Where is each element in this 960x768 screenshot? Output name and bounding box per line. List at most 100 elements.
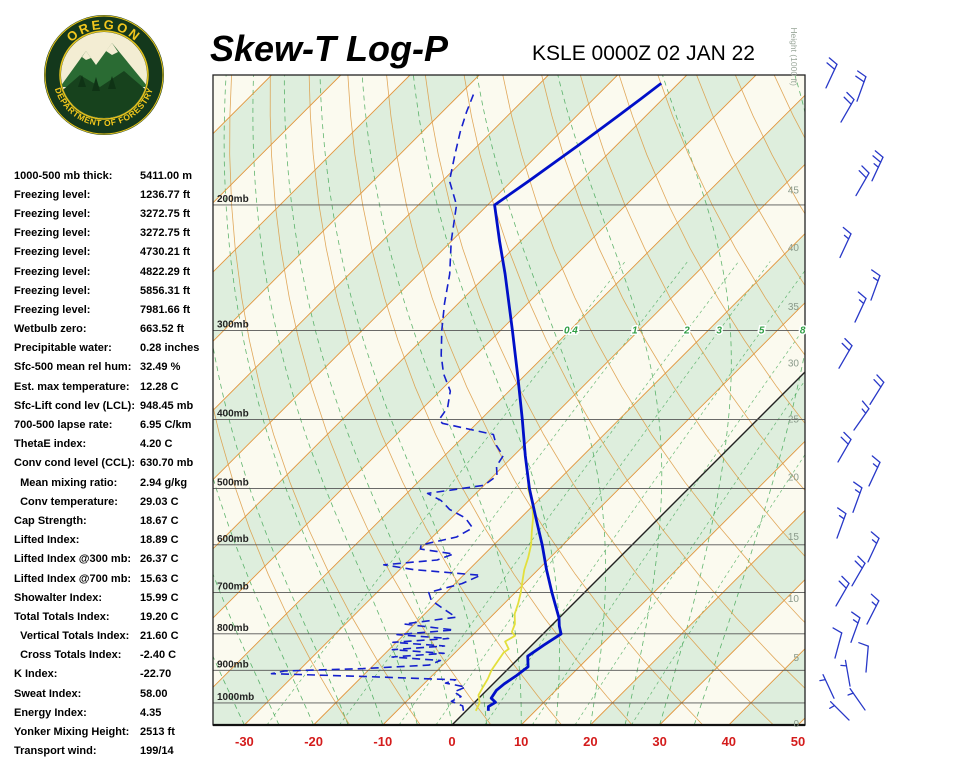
index-label: Vertical Totals Index: (14, 630, 130, 643)
wind-barbs (819, 57, 885, 721)
temp-tick-label: 50 (791, 734, 805, 749)
height-axis-title: Height (1000 ft) (789, 27, 799, 86)
index-label: ThetaE index: (14, 438, 87, 451)
index-row: Freezing level: 5856.31 ft (14, 281, 212, 300)
pressure-label: 700mb (217, 582, 249, 593)
index-label: Conv cond level (CCL): (14, 457, 136, 470)
wind-barb (868, 455, 881, 487)
index-row: Cross Totals Index: -2.40 C (14, 646, 212, 665)
height-tick-label: 35 (788, 302, 800, 313)
index-label: Freezing level: (14, 246, 91, 259)
index-row: Yonker Mixing Height: 2513 ft (14, 722, 212, 741)
index-value: 19.20 C (140, 610, 179, 623)
index-value: 4.35 (140, 706, 162, 719)
wind-barb (840, 91, 855, 123)
wind-barb (847, 687, 866, 711)
pressure-label: 300mb (217, 319, 249, 330)
chart-area (213, 75, 805, 725)
index-value: 3272.75 ft (140, 227, 191, 240)
height-tick-label: 10 (788, 594, 800, 605)
index-value: 5856.31 ft (140, 284, 191, 297)
temp-tick-label: -10 (373, 734, 392, 749)
wind-barb (866, 593, 880, 625)
zero-isotherm (451, 371, 805, 725)
wind-barb (854, 291, 867, 323)
wind-barb (855, 70, 867, 102)
isotherms (213, 75, 805, 725)
page-title: Skew-T Log-P (210, 28, 449, 69)
index-value: 32.49 % (140, 361, 181, 374)
wind-barb (832, 627, 843, 659)
indices-panel: 1000-500 mb thick: 5411.00 m Freezing leve… (14, 166, 212, 761)
index-label: Energy Index: (14, 706, 87, 719)
wind-barb (858, 642, 869, 673)
index-value: 15.63 C (140, 572, 179, 585)
index-row: Freezing level: 4730.21 ft (14, 243, 212, 262)
index-label: Sweat Index: (14, 687, 82, 700)
index-row: Sfc-500 mean rel hum: 32.49 % (14, 358, 212, 377)
wind-barb (840, 659, 851, 687)
index-row: Conv temperature: 29.03 C (14, 492, 212, 511)
index-row: Est. max temperature: 12.28 C (14, 377, 212, 396)
index-label: Wetbulb zero: (14, 323, 87, 336)
index-label: Freezing level: (14, 303, 91, 316)
index-value: 2.94 g/kg (140, 476, 188, 489)
index-label: Sfc-Lift cond lev (LCL): (14, 399, 135, 412)
index-value: 7981.66 ft (140, 303, 191, 316)
index-row: Freezing level: 4822.29 ft (14, 262, 212, 281)
height-tick-label: 40 (788, 243, 800, 254)
height-tick-label: 25 (788, 414, 800, 425)
wind-barb (835, 575, 850, 607)
temp-axis-labels: -30 -20 -10 0 10 20 30 40 50 (235, 734, 805, 749)
index-label: Lifted Index: (14, 534, 80, 547)
index-row: Lifted Index @700 mb: 15.63 C (14, 569, 212, 588)
height-axis-labels: 45 40 35 30 25 20 15 10 5 0 Height (1000 ft) (788, 27, 800, 729)
index-value: 2513 ft (140, 726, 175, 739)
index-row: Conv cond level (CCL): 630.70 mb (14, 454, 212, 473)
index-value: 4730.21 ft (140, 246, 191, 259)
odf-logo: OREGON DEPARTMENT OF FORESTRY (42, 10, 166, 140)
wind-barb (852, 481, 863, 513)
height-tick-label: 5 (793, 653, 799, 664)
index-label: Est. max temperature: (14, 380, 130, 393)
height-tick-label: 0 (793, 719, 799, 730)
temp-tick-label: -20 (304, 734, 323, 749)
pressure-label: 1000mb (217, 692, 254, 703)
index-value: 58.00 (140, 687, 168, 700)
index-row: ThetaE index: 4.20 C (14, 435, 212, 454)
index-row: Freezing level: 3272.75 ft (14, 224, 212, 243)
index-label: Total Totals Index: (14, 610, 110, 623)
index-row: Freezing level: 7981.66 ft (14, 300, 212, 319)
wind-barb (825, 57, 838, 89)
height-tick-label: 45 (788, 186, 800, 197)
dewpoint-trace (270, 94, 505, 711)
index-row: Total Totals Index: 19.20 C (14, 607, 212, 626)
index-row: Transport wind: 199/14 (14, 742, 212, 761)
index-label: Yonker Mixing Height: (14, 726, 130, 739)
pressure-label: 800mb (217, 623, 249, 634)
pressure-label: 600mb (217, 534, 249, 545)
wind-barb (851, 555, 866, 587)
index-value: 5411.00 m (140, 169, 192, 182)
wind-barb (867, 531, 880, 563)
index-row: 700-500 lapse rate: 6.95 C/km (14, 415, 212, 434)
wind-barb (853, 400, 870, 431)
index-row: K Index: -22.70 (14, 665, 212, 684)
index-label: Freezing level: (14, 188, 91, 201)
mixing-ratio-label: 0.4 (564, 325, 578, 336)
pressure-labels: 200mb 300mb 400mb 500mb 600mb 700mb 800mb 900mb… (217, 194, 254, 703)
index-value: 18.89 C (140, 534, 179, 547)
index-value: 21.60 C (140, 630, 179, 643)
wind-barb (819, 674, 835, 699)
index-label: Precipitable water: (14, 342, 112, 355)
temp-tick-label: 20 (583, 734, 597, 749)
mixing-ratio-lines (266, 261, 805, 725)
wind-barb (871, 150, 884, 182)
index-value: 4822.29 ft (140, 265, 191, 278)
index-row: Freezing level: 3272.75 ft (14, 204, 212, 223)
temp-tick-label: -30 (235, 734, 254, 749)
index-label: Freezing level: (14, 284, 91, 297)
wind-barb (869, 374, 885, 406)
index-value: 6.95 C/km (140, 419, 192, 432)
index-row: Energy Index: 4.35 (14, 703, 212, 722)
